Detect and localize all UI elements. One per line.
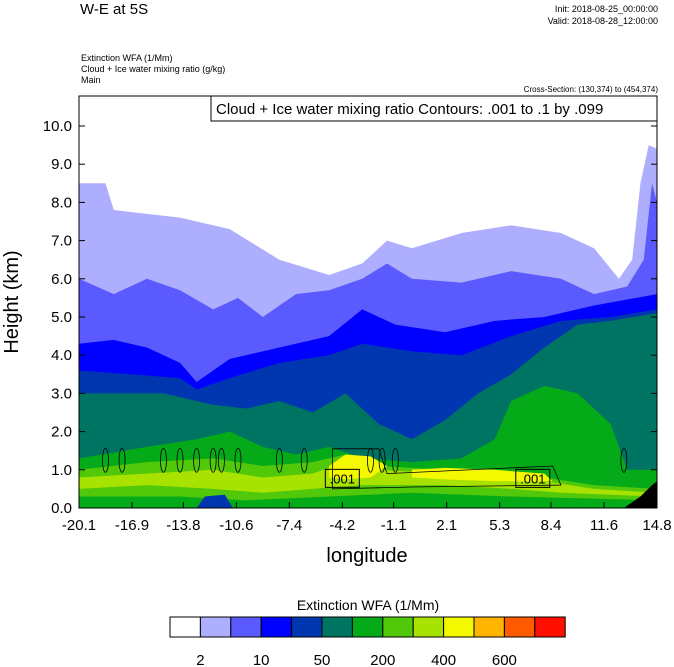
x-tick-label: -4.2 — [329, 517, 355, 534]
y-tick-label: 1.0 — [51, 462, 72, 479]
x-tick-label: 8.4 — [541, 517, 562, 534]
field-label-mixing-ratio: Cloud + Ice water mixing ratio (g/kg) — [81, 64, 225, 74]
y-tick-label: 0.0 — [51, 500, 72, 517]
colorbar-label: 400 — [431, 652, 456, 667]
contour-line — [367, 447, 374, 473]
cross-section-label: Cross-Section: (130,374) to (454,374) — [524, 85, 659, 94]
colorbar: 2 10 50 200 400 600 — [169, 616, 566, 667]
contour-label-box — [515, 468, 551, 488]
field-label-main: Main — [81, 75, 101, 85]
colorbar-swatch — [503, 616, 536, 638]
colorbar-swatch — [534, 616, 566, 638]
x-tick-label: -1.1 — [381, 517, 407, 534]
colorbar-swatch — [443, 616, 475, 638]
x-tick-label: -20.1 — [62, 517, 96, 534]
contour-line — [160, 447, 167, 473]
y-tick-label: 10.0 — [43, 118, 72, 135]
contour-fill-10 — [329, 454, 388, 480]
contour-label: .001 — [520, 471, 545, 486]
contour-line — [209, 447, 217, 473]
y-axis-label: Height (km) — [1, 250, 23, 353]
contour-line — [620, 447, 628, 473]
y-tick-label: 5.0 — [51, 309, 72, 326]
contour-fill-13 — [623, 481, 657, 508]
x-tick-label: -7.4 — [276, 517, 302, 534]
contour-line — [234, 447, 242, 473]
colorbar-swatch — [382, 616, 414, 638]
colorbar-label: 200 — [370, 652, 395, 667]
colorbar-swatch — [351, 616, 384, 638]
contour-lines: .001 .001 — [102, 447, 628, 490]
contour-line — [378, 447, 386, 473]
x-tick-label: -13.8 — [166, 517, 200, 534]
colorbar-title: Extinction WFA (1/Mm) — [297, 597, 439, 613]
plot-frame — [78, 95, 658, 509]
colorbar-swatch — [321, 616, 353, 638]
colorbar-label: 10 — [253, 652, 270, 667]
contour-line — [275, 447, 283, 473]
init-time: Init: 2018-08-25_00:00:00 — [555, 4, 658, 14]
contour-label-box — [324, 468, 360, 488]
colorbar-swatch — [473, 616, 505, 638]
contour-line — [218, 447, 225, 473]
y-tick-label: 6.0 — [51, 271, 72, 288]
colorbar-swatch — [291, 616, 323, 638]
y-tick-label: 9.0 — [51, 156, 72, 173]
x-tick-label: 2.1 — [436, 517, 457, 534]
contour-line — [102, 447, 109, 473]
x-tick-label: 5.3 — [489, 517, 510, 534]
colorbar-swatch — [230, 616, 262, 638]
colorbar-swatch — [260, 616, 293, 638]
x-axis-label: longitude — [326, 545, 407, 567]
contour-info: Cloud + Ice water mixing ratio Contours:… — [216, 101, 603, 118]
contour-line — [331, 448, 562, 490]
filled-contours — [79, 145, 657, 508]
y-tick-label: 3.0 — [51, 385, 72, 402]
x-tick-label: -16.9 — [115, 517, 149, 534]
y-tick-label: 4.0 — [51, 347, 72, 364]
field-label-extinction: Extinction WFA (1/Mm) — [81, 53, 173, 63]
y-tick-label: 8.0 — [51, 194, 72, 211]
y-tick-label: 7.0 — [51, 233, 72, 250]
axes: -20.1 -16.9 -13.8 -10.6 -7.4 -4.2 -1.1 2.1 5.3 8.… — [43, 118, 672, 534]
colorbar-label: 50 — [314, 652, 331, 667]
x-tick-label: 11.6 — [590, 517, 618, 534]
contour-fill-12 — [196, 494, 234, 508]
contour-line — [193, 447, 200, 473]
contour-line — [391, 447, 399, 473]
x-tick-label: 14.8 — [642, 517, 671, 534]
colorbar-label: 2 — [196, 652, 204, 667]
x-tick-label: -10.6 — [219, 517, 253, 534]
colorbar-swatch — [199, 616, 232, 638]
contour-line — [176, 447, 184, 473]
contour-line — [118, 447, 126, 473]
contour-line — [300, 447, 308, 473]
colorbar-label: 600 — [492, 652, 517, 667]
chart-title: W-E at 5S — [80, 1, 148, 18]
valid-time: Valid: 2018-08-28_12:00:00 — [548, 16, 658, 26]
contour-label: .001 — [330, 471, 355, 486]
colorbar-swatch — [169, 616, 201, 638]
colorbar-swatch — [412, 616, 445, 638]
y-tick-label: 2.0 — [51, 424, 72, 441]
